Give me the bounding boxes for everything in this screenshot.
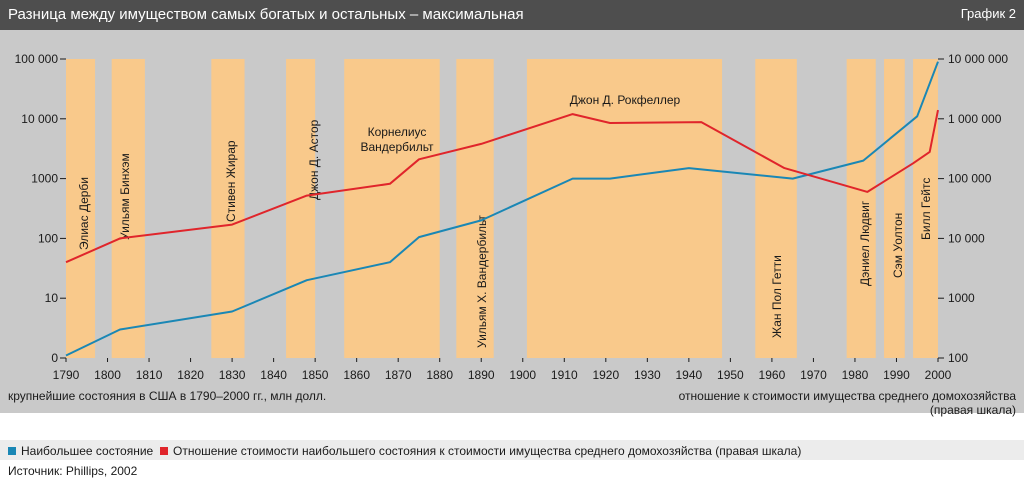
x-tick-label-9: 1880 [426, 368, 453, 382]
right-tick-label-1: 1000 [948, 291, 975, 305]
x-tick-label-0: 1790 [53, 368, 80, 382]
x-tick-label-18: 1970 [800, 368, 827, 382]
x-tick-label-12: 1910 [551, 368, 578, 382]
left-tick-label-4: 10 000 [21, 112, 58, 126]
x-tick-label-1: 1800 [94, 368, 121, 382]
period-label-4: Корнелиус Вандербильт [360, 125, 434, 154]
left-axis-note: крупнейшие состояния в США в 1790–2000 г… [8, 389, 327, 403]
period-band-5 [456, 59, 494, 358]
x-tick-label-21: 2000 [925, 368, 952, 382]
legend: Наибольшее состояние Отношение стоимости… [0, 440, 1024, 460]
right-tick-label-0: 100 [948, 351, 968, 365]
right-tick-label-2: 10 000 [948, 231, 985, 245]
series-line-0 [65, 61, 939, 357]
series-line-1 [65, 109, 939, 264]
period-label-10: Билл Гейтс [919, 178, 933, 240]
period-band-0 [66, 59, 96, 358]
chart-title: Разница между имуществом самых богатых и… [8, 6, 524, 23]
period-label-2: Стивен Жирар [224, 140, 238, 222]
left-tick-label-3: 1000 [31, 172, 58, 186]
x-tick-label-5: 1840 [260, 368, 287, 382]
x-tick-label-15: 1940 [676, 368, 703, 382]
right-tick-label-5: 10 000 000 [948, 52, 1008, 66]
period-label-9: Сэм Уолтон [891, 213, 905, 278]
x-tick-label-8: 1870 [385, 368, 412, 382]
chart-header: Разница между имуществом самых богатых и… [0, 0, 1024, 30]
source-note: Источник: Phillips, 2002 [8, 464, 138, 478]
x-tick-label-4: 1830 [219, 368, 246, 382]
x-tick-label-14: 1930 [634, 368, 661, 382]
chart-number-badge: График 2 [960, 6, 1016, 21]
period-band-8 [846, 59, 876, 358]
x-tick-label-11: 1900 [509, 368, 536, 382]
period-band-3 [286, 59, 316, 358]
period-band-9 [884, 59, 905, 358]
legend-label-largest-fortune: Наибольшее состояние [21, 444, 154, 458]
x-tick-label-3: 1820 [177, 368, 204, 382]
period-label-8: Дэниел Людвиг [858, 200, 872, 286]
period-label-1: Уильям Бинхэм [118, 153, 132, 240]
right-axis-note-line2: (правая шкала) [929, 403, 1016, 417]
right-tick-label-3: 100 000 [948, 172, 992, 186]
period-label-7: Жан Пол Гетти [770, 255, 784, 338]
legend-item-largest-fortune: Наибольшее состояние [8, 444, 153, 458]
period-band-1 [111, 59, 145, 358]
period-band-10 [913, 59, 938, 358]
period-label-5: Уильям Х. Вандербильт [475, 215, 489, 348]
x-tick-label-13: 1920 [592, 368, 619, 382]
legend-swatch-blue [8, 447, 16, 455]
x-tick-label-2: 1810 [136, 368, 163, 382]
x-tick-label-17: 1960 [759, 368, 786, 382]
left-tick-label-2: 100 [38, 231, 58, 245]
period-band-6 [526, 59, 723, 358]
period-label-3: Джон Д. Астор [307, 119, 321, 200]
left-tick-label-0: 0 [51, 351, 58, 365]
legend-item-ratio: Отношение стоимости наибольшего состояни… [160, 444, 801, 458]
left-tick-label-1: 10 [45, 291, 59, 305]
period-band-4 [344, 59, 440, 358]
legend-label-ratio: Отношение стоимости наибольшего состояни… [173, 444, 802, 458]
right-axis-note-line1: отношение к стоимости имущества среднего… [678, 389, 1016, 403]
x-tick-label-19: 1980 [842, 368, 869, 382]
right-axis-note: отношение к стоимости имущества среднего… [679, 389, 1016, 417]
x-tick-label-6: 1850 [302, 368, 329, 382]
x-tick-label-7: 1860 [343, 368, 370, 382]
legend-swatch-red [160, 447, 168, 455]
period-label-0: Элиас Дерби [77, 177, 91, 250]
period-band-7 [755, 59, 797, 358]
x-tick-label-16: 1950 [717, 368, 744, 382]
x-tick-label-10: 1890 [468, 368, 495, 382]
x-tick-label-20: 1990 [883, 368, 910, 382]
left-tick-label-5: 100 000 [15, 52, 59, 66]
period-label-6: Джон Д. Рокфеллер [570, 93, 681, 107]
right-tick-label-4: 1 000 000 [948, 112, 1002, 126]
